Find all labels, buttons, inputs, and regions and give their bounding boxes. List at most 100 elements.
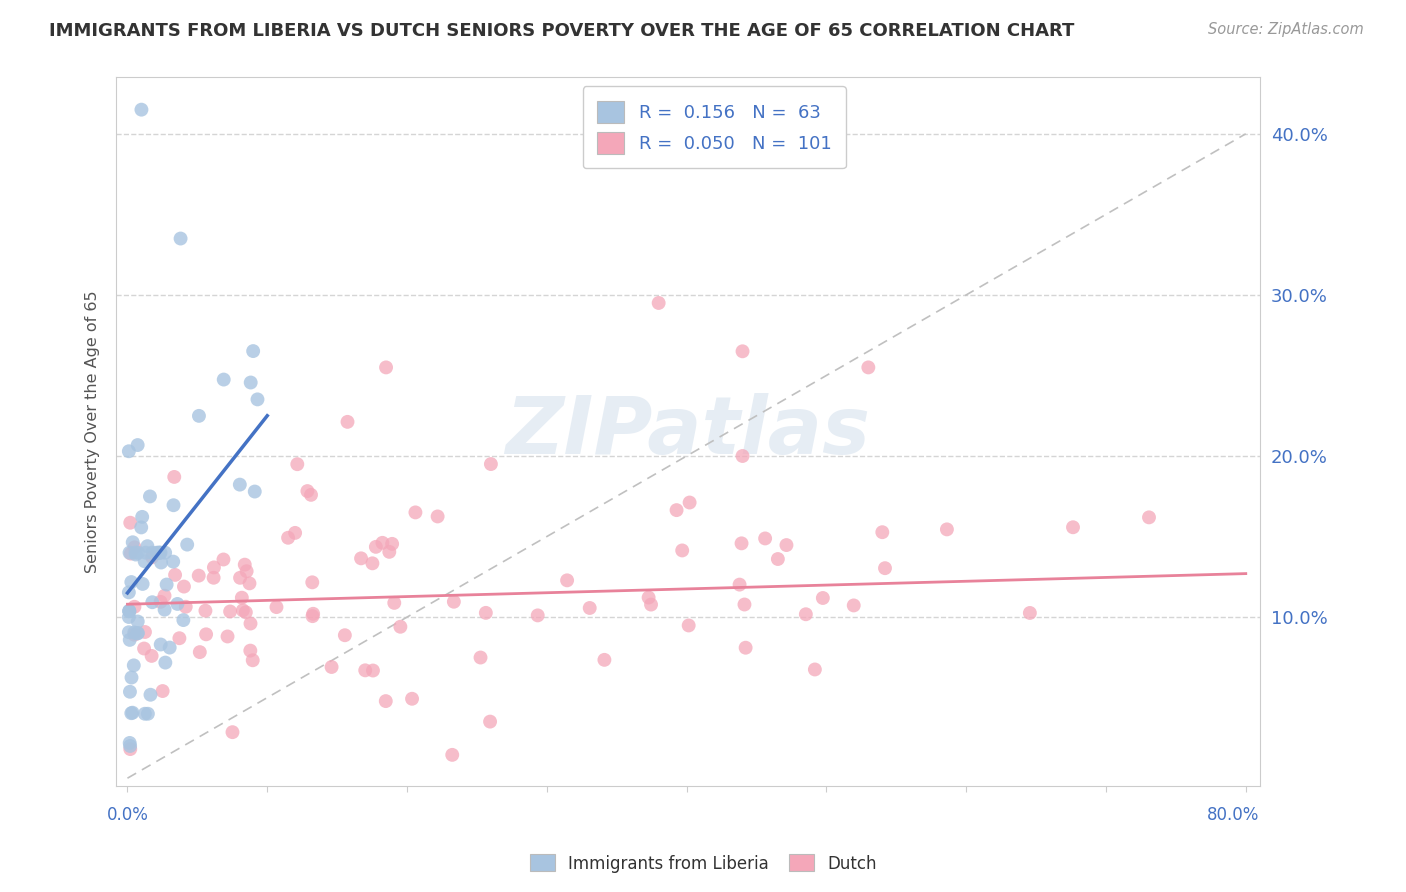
Legend: R =  0.156   N =  63, R =  0.050   N =  101: R = 0.156 N = 63, R = 0.050 N = 101: [582, 87, 846, 169]
Point: [162, 498, 184, 512]
Point: [212, 552, 235, 566]
Point: [120, 739, 142, 753]
Point: [122, 625, 145, 640]
Point: [169, 231, 191, 245]
Point: [301, 575, 323, 590]
Point: [153, 546, 176, 560]
Point: [118, 610, 141, 624]
Point: [381, 537, 404, 551]
Point: [479, 714, 502, 729]
Text: IMMIGRANTS FROM LIBERIA VS DUTCH SENIORS POVERTY OVER THE AGE OF 65 CORRELATION : IMMIGRANTS FROM LIBERIA VS DUTCH SENIORS…: [49, 22, 1074, 40]
Point: [127, 626, 149, 640]
Point: [141, 595, 163, 609]
Point: [842, 599, 865, 613]
Y-axis label: Seniors Poverty Over the Age of 65: Seniors Poverty Over the Age of 65: [86, 291, 100, 574]
Point: [647, 296, 669, 310]
Point: [120, 742, 142, 756]
Point: [235, 564, 257, 578]
Point: [148, 546, 170, 560]
Point: [131, 577, 153, 591]
Point: [156, 577, 179, 591]
Point: [124, 541, 146, 555]
Point: [443, 595, 465, 609]
Point: [555, 574, 578, 588]
Point: [165, 568, 187, 582]
Point: [124, 546, 146, 560]
Point: [361, 557, 384, 571]
Point: [731, 449, 754, 463]
Point: [441, 747, 464, 762]
Point: [129, 520, 152, 534]
Point: [243, 484, 266, 499]
Point: [858, 360, 880, 375]
Point: [302, 607, 325, 621]
Point: [728, 577, 751, 591]
Legend: Immigrants from Liberia, Dutch: Immigrants from Liberia, Dutch: [523, 847, 883, 880]
Point: [127, 546, 149, 560]
Point: [136, 539, 159, 553]
Point: [149, 595, 172, 609]
Point: [188, 409, 211, 423]
Point: [202, 560, 225, 574]
Point: [935, 522, 957, 536]
Point: [734, 640, 756, 655]
Point: [766, 552, 789, 566]
Point: [118, 736, 141, 750]
Point: [139, 490, 162, 504]
Point: [678, 618, 700, 632]
Point: [127, 438, 149, 452]
Point: [176, 538, 198, 552]
Point: [475, 606, 498, 620]
Point: [153, 589, 176, 603]
Point: [242, 653, 264, 667]
Point: [277, 531, 299, 545]
Point: [118, 604, 141, 618]
Point: [730, 536, 752, 550]
Point: [131, 509, 153, 524]
Point: [321, 660, 343, 674]
Point: [118, 546, 141, 560]
Point: [118, 604, 141, 618]
Point: [233, 558, 256, 572]
Point: [141, 550, 163, 565]
Text: 0.0%: 0.0%: [107, 806, 149, 824]
Point: [124, 628, 146, 642]
Point: [149, 546, 172, 560]
Point: [217, 630, 239, 644]
Point: [404, 505, 426, 519]
Point: [188, 645, 211, 659]
Point: [1137, 510, 1160, 524]
Point: [141, 648, 163, 663]
Point: [266, 600, 288, 615]
Point: [120, 706, 142, 721]
Point: [578, 601, 600, 615]
Point: [239, 643, 262, 657]
Point: [173, 580, 195, 594]
Point: [163, 470, 186, 484]
Point: [121, 671, 143, 685]
Point: [127, 615, 149, 629]
Text: Source: ZipAtlas.com: Source: ZipAtlas.com: [1208, 22, 1364, 37]
Point: [640, 598, 662, 612]
Point: [229, 571, 252, 585]
Point: [284, 525, 307, 540]
Point: [873, 561, 896, 575]
Point: [136, 706, 159, 721]
Point: [731, 344, 754, 359]
Point: [124, 599, 146, 614]
Point: [637, 591, 659, 605]
Point: [149, 546, 172, 560]
Point: [235, 605, 257, 619]
Point: [212, 373, 235, 387]
Point: [141, 546, 163, 560]
Point: [134, 625, 156, 640]
Point: [371, 536, 394, 550]
Point: [120, 575, 142, 590]
Point: [238, 576, 260, 591]
Point: [811, 591, 834, 605]
Point: [118, 632, 141, 647]
Point: [134, 706, 156, 721]
Point: [202, 571, 225, 585]
Point: [174, 599, 197, 614]
Point: [239, 616, 262, 631]
